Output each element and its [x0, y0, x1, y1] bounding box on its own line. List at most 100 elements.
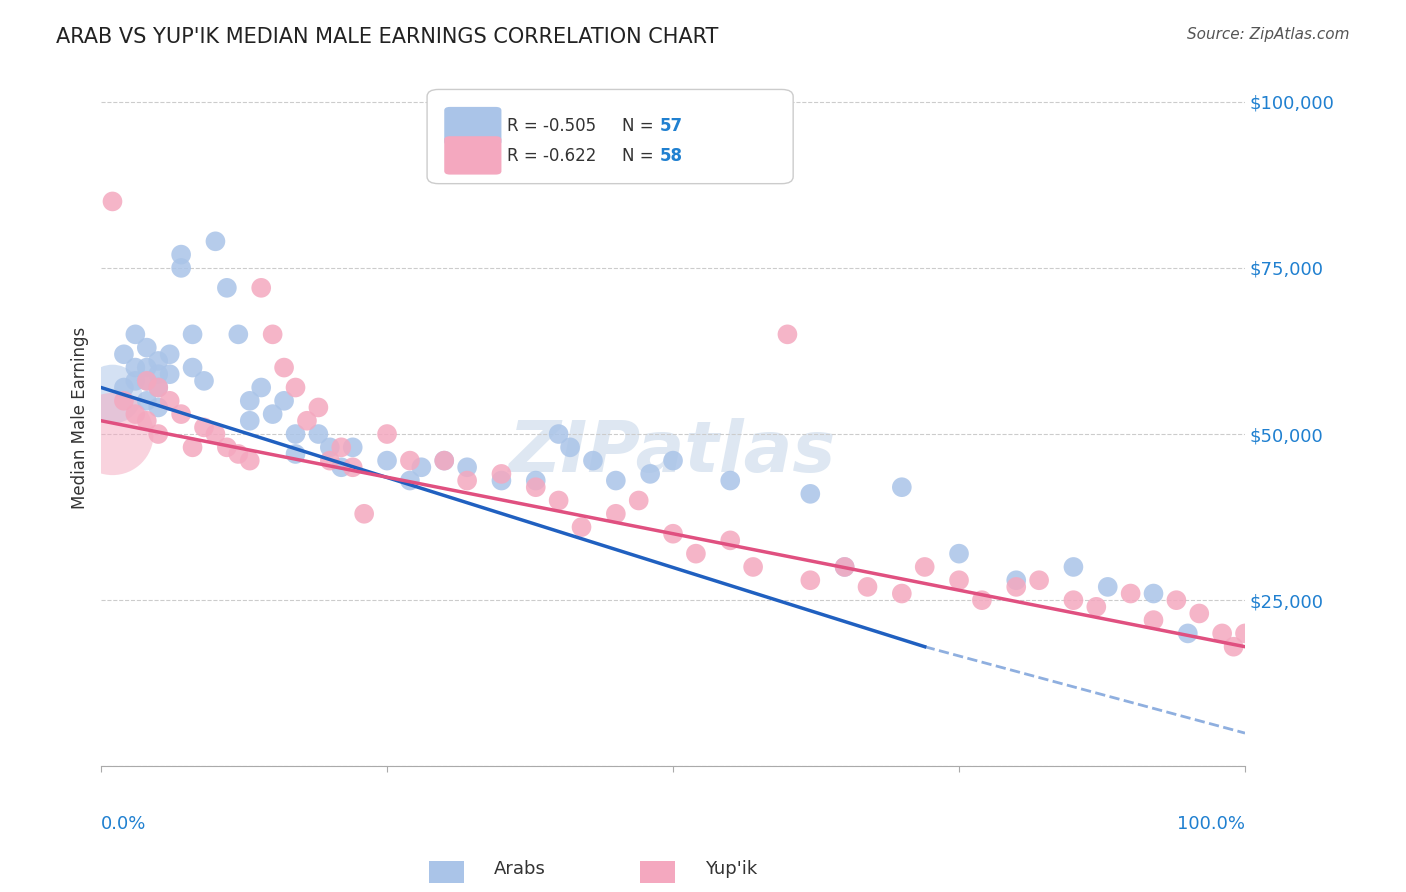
Point	[375, 427, 398, 442]
Point	[948, 547, 970, 561]
Point	[319, 453, 342, 467]
Point	[491, 467, 513, 481]
Text: Yup'ik: Yup'ik	[704, 860, 758, 878]
Text: R = -0.622: R = -0.622	[508, 147, 596, 165]
Point	[890, 480, 912, 494]
Point	[159, 393, 181, 408]
Point	[1142, 586, 1164, 600]
Point	[148, 380, 170, 394]
Point	[662, 453, 685, 467]
Point	[148, 427, 170, 442]
Point	[112, 393, 135, 408]
Point	[571, 520, 593, 534]
Point	[1142, 613, 1164, 627]
Point	[228, 327, 250, 342]
Point	[627, 493, 650, 508]
Point	[148, 401, 170, 415]
Point	[547, 427, 569, 442]
Point	[1062, 593, 1084, 607]
Point	[124, 327, 146, 342]
Point	[834, 560, 856, 574]
Point	[433, 453, 456, 467]
Point	[856, 580, 879, 594]
Point	[558, 440, 581, 454]
Point	[295, 414, 318, 428]
Point	[399, 453, 422, 467]
Point	[239, 453, 262, 467]
Point	[215, 440, 238, 454]
Point	[112, 347, 135, 361]
Point	[799, 573, 821, 587]
Point	[524, 480, 547, 494]
Point	[1097, 580, 1119, 594]
Point	[342, 440, 364, 454]
Point	[193, 420, 215, 434]
Point	[159, 347, 181, 361]
Text: Arabs: Arabs	[495, 860, 546, 878]
Point	[250, 380, 273, 394]
Point	[330, 440, 353, 454]
Point	[1188, 607, 1211, 621]
Point	[273, 360, 295, 375]
Text: 57: 57	[659, 117, 682, 135]
FancyBboxPatch shape	[444, 107, 502, 145]
Point	[411, 460, 433, 475]
Point	[273, 393, 295, 408]
Point	[124, 360, 146, 375]
Point	[353, 507, 375, 521]
Point	[1166, 593, 1188, 607]
Point	[101, 387, 124, 401]
Point	[1085, 599, 1108, 614]
Point	[112, 380, 135, 394]
Point	[718, 474, 741, 488]
Point	[181, 440, 204, 454]
Point	[101, 194, 124, 209]
Text: 100.0%: 100.0%	[1177, 815, 1246, 833]
Point	[239, 414, 262, 428]
Point	[284, 427, 307, 442]
Point	[228, 447, 250, 461]
Point	[1005, 580, 1028, 594]
Point	[638, 467, 661, 481]
Point	[799, 487, 821, 501]
Point	[605, 474, 627, 488]
Point	[124, 374, 146, 388]
Point	[1062, 560, 1084, 574]
Text: ARAB VS YUP'IK MEDIAN MALE EARNINGS CORRELATION CHART: ARAB VS YUP'IK MEDIAN MALE EARNINGS CORR…	[56, 27, 718, 46]
Point	[135, 374, 157, 388]
Point	[135, 393, 157, 408]
Point	[433, 453, 456, 467]
Point	[101, 427, 124, 442]
Point	[890, 586, 912, 600]
Point	[375, 453, 398, 467]
Point	[456, 460, 478, 475]
Text: N =: N =	[621, 117, 658, 135]
Point	[181, 360, 204, 375]
Text: 58: 58	[659, 147, 682, 165]
Text: N =: N =	[621, 147, 658, 165]
Point	[124, 407, 146, 421]
Point	[456, 474, 478, 488]
Point	[1028, 573, 1050, 587]
Point	[159, 368, 181, 382]
Point	[170, 247, 193, 261]
Point	[524, 474, 547, 488]
Point	[399, 474, 422, 488]
Point	[970, 593, 993, 607]
Point	[948, 573, 970, 587]
Point	[307, 401, 329, 415]
Point	[148, 380, 170, 394]
Point	[1119, 586, 1142, 600]
Point	[204, 235, 226, 249]
Point	[319, 440, 342, 454]
Point	[718, 533, 741, 548]
Point	[330, 460, 353, 475]
Point	[547, 493, 569, 508]
Text: 0.0%: 0.0%	[101, 815, 146, 833]
Point	[1234, 626, 1257, 640]
Point	[262, 407, 284, 421]
Point	[662, 526, 685, 541]
Point	[914, 560, 936, 574]
Point	[239, 393, 262, 408]
Point	[342, 460, 364, 475]
